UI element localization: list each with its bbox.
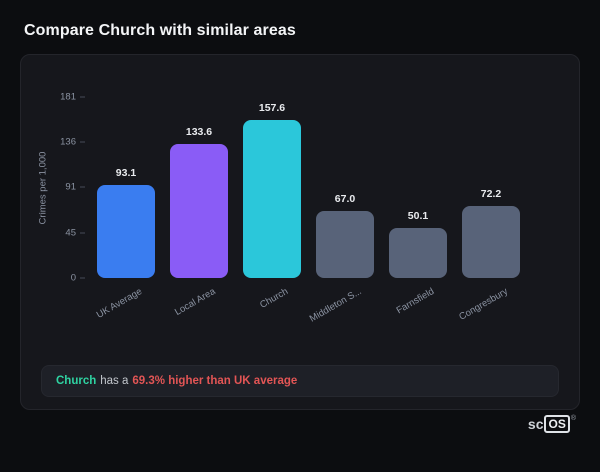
bar-value-label-middleton-s: 67.0 — [334, 193, 356, 205]
bar-value-label-uk-average: 93.1 — [115, 166, 137, 179]
summary-banner: Church has a 69.3% higher than UK averag… — [41, 365, 559, 397]
chart-card: Crimes per 1,000 0 45 91 136 181 93.1 133.6 15… — [20, 54, 580, 410]
bar-value-label-congresbury: 72.2 — [480, 187, 502, 200]
bar-value-label-church: 157.6 — [258, 102, 286, 115]
y-tick-mark — [80, 277, 85, 279]
y-tick-mark — [80, 96, 85, 98]
x-label-cell-farnsfield: Farnsfield — [389, 278, 447, 330]
x-label-cell-uk-average: UK Average — [95, 278, 155, 330]
x-axis-label-church: Church — [258, 286, 291, 311]
summary-subject: Church — [56, 375, 97, 387]
bar-column-local-area: 133.6 — [170, 126, 228, 278]
y-tick-label: 181 — [60, 91, 76, 103]
x-axis-label-uk-average: UK Average — [95, 286, 145, 321]
bars-container: 93.1 133.6 157.6 67.0 50.1 72.2 — [85, 97, 549, 278]
registered-mark: ® — [570, 415, 576, 422]
bar-column-middleton-s: 67.0 — [316, 193, 374, 278]
x-label-cell-congresbury: Congresbury — [457, 278, 520, 330]
bar-column-congresbury: 72.2 — [462, 188, 520, 278]
x-label-cell-church: Church — [243, 278, 301, 330]
x-axis-label-middleton-s: Middleton S... — [307, 286, 364, 325]
bar-value-label-local-area: 133.6 — [185, 126, 213, 139]
summary-highlight: 69.3% higher than UK average — [132, 375, 298, 387]
brand-logo: sc OS ® — [528, 415, 576, 433]
bar-value-label-farnsfield: 50.1 — [407, 209, 429, 222]
bar-farnsfield[interactable] — [389, 227, 447, 278]
y-tick-label: 45 — [65, 227, 76, 239]
x-axis-label-farnsfield: Farnsfield — [394, 286, 437, 317]
bar-church[interactable] — [243, 120, 301, 278]
x-axis-label-local-area: Local Area — [173, 286, 218, 318]
bar-local-area[interactable] — [170, 144, 228, 278]
bar-chart: Crimes per 1,000 0 45 91 136 181 93.1 133.6 15… — [35, 92, 549, 330]
bar-column-church: 157.6 — [243, 102, 301, 278]
y-tick-mark — [80, 232, 85, 234]
y-tick-136: 136 — [60, 137, 85, 148]
x-axis: UK Average Local Area Church Middleton S...… — [85, 278, 549, 330]
x-label-cell-local-area: Local Area — [170, 278, 228, 330]
y-axis-title-text: Crimes per 1,000 — [37, 151, 49, 224]
logo-prefix: sc — [527, 416, 544, 432]
summary-connector: has a — [100, 375, 129, 387]
y-tick-181: 181 — [60, 92, 85, 103]
bar-congresbury[interactable] — [462, 205, 520, 278]
y-tick-label: 136 — [60, 136, 76, 148]
y-tick-91: 91 — [65, 182, 85, 193]
bar-column-farnsfield: 50.1 — [389, 210, 447, 278]
bar-column-uk-average: 93.1 — [97, 167, 155, 278]
x-axis-label-congresbury: Congresbury — [456, 286, 510, 323]
y-axis-title: Crimes per 1,000 — [35, 97, 51, 278]
bar-uk-average[interactable] — [97, 184, 155, 278]
logo-boxed: OS — [544, 415, 570, 433]
plot-area: 93.1 133.6 157.6 67.0 50.1 72.2 UK Average Loc… — [85, 97, 549, 330]
x-label-cell-middleton-s: Middleton S... — [308, 278, 374, 330]
y-tick-mark — [80, 186, 85, 188]
y-axis: 0 45 91 136 181 — [51, 92, 85, 284]
y-tick-45: 45 — [65, 228, 85, 239]
y-tick-label: 0 — [70, 272, 76, 284]
logo-row: sc OS ® — [0, 415, 576, 433]
y-tick-0: 0 — [71, 273, 85, 284]
bar-middleton-s[interactable] — [316, 211, 374, 278]
page-title: Compare Church with similar areas — [24, 22, 296, 39]
y-tick-mark — [80, 141, 85, 143]
y-tick-label: 91 — [65, 181, 76, 193]
